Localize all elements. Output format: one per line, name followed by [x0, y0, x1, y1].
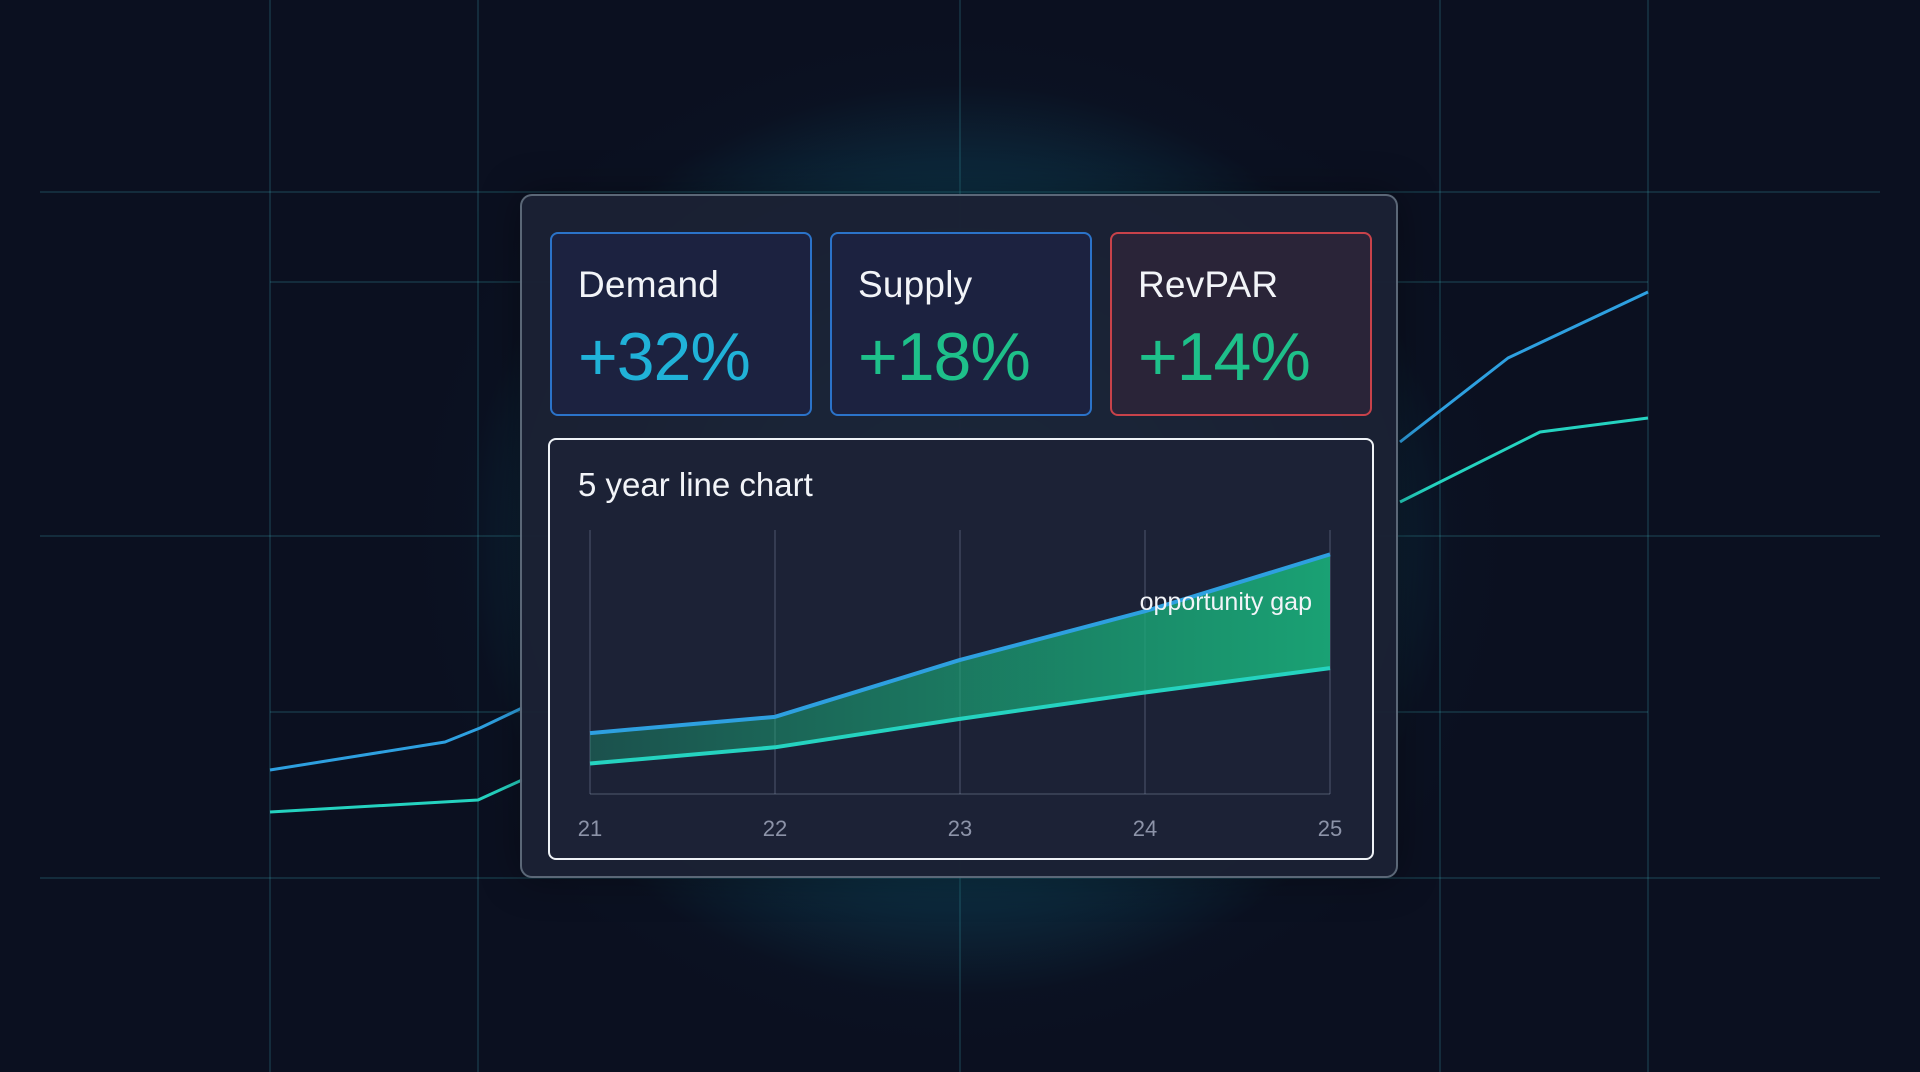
- x-tick-label: 24: [1133, 816, 1157, 841]
- x-tick-label: 22: [763, 816, 787, 841]
- revpar-card: RevPAR +14%: [1110, 232, 1372, 416]
- opportunity-gap-area: [590, 554, 1330, 764]
- bg-supply-line-left: [269, 778, 523, 814]
- revpar-value: +14%: [1138, 319, 1311, 395]
- x-tick-label: 21: [578, 816, 602, 841]
- demand-label: Demand: [578, 264, 720, 305]
- chart-title: 5 year line chart: [578, 466, 813, 503]
- chart-plot: 21 22 23 24 25 opportunity gap: [578, 530, 1342, 841]
- supply-value: +18%: [858, 319, 1031, 395]
- demand-card: Demand +32%: [550, 232, 812, 416]
- opportunity-gap-label: opportunity gap: [1140, 588, 1312, 616]
- demand-value: +32%: [578, 319, 751, 395]
- bg-demand-line-left: [269, 706, 523, 772]
- dashboard-panel: Demand +32% Supply +18% RevPAR +14% 5 ye…: [520, 194, 1398, 878]
- bg-demand-line-right: [1399, 290, 1649, 444]
- supply-label: Supply: [858, 264, 973, 305]
- x-tick-label: 25: [1318, 816, 1342, 841]
- revpar-label: RevPAR: [1138, 264, 1279, 305]
- bg-supply-line-right: [1399, 416, 1649, 504]
- supply-card: Supply +18%: [830, 232, 1092, 416]
- line-chart-card: 5 year line chart 21 22 23 24 25 opportunity …: [548, 438, 1374, 860]
- x-tick-label: 23: [948, 816, 972, 841]
